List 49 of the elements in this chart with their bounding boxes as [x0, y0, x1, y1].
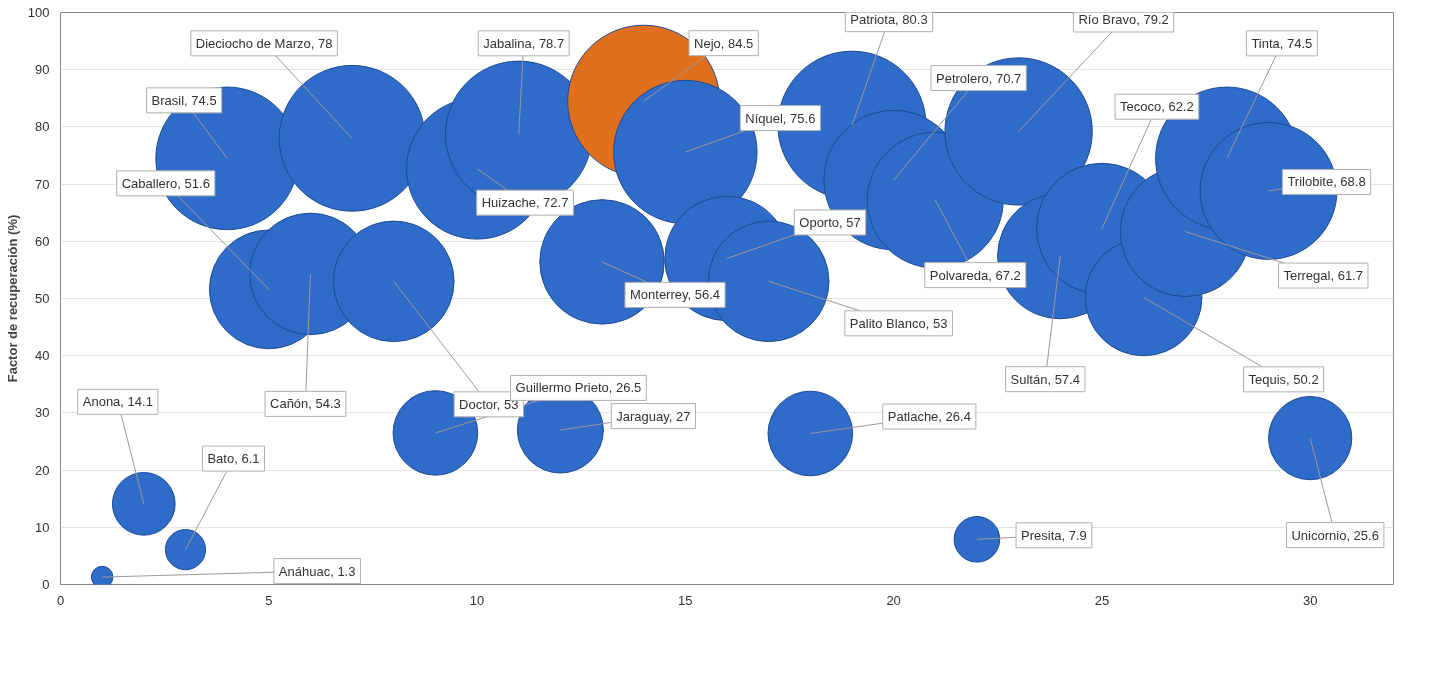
y-tick-label: 70 [35, 176, 50, 192]
data-label: Anáhuac, 1.3 [278, 563, 356, 579]
x-tick-label: 20 [886, 592, 901, 608]
x-tick-label: 5 [265, 592, 273, 608]
data-label: Dieciocho de Marzo, 78 [195, 35, 333, 51]
data-label: Petrolero, 70.7 [935, 70, 1022, 86]
data-label: Huizache, 72.7 [481, 195, 569, 211]
data-label: Níquel, 75.6 [745, 110, 816, 126]
data-label: Cañón, 54.3 [270, 396, 341, 412]
y-tick-label: 30 [35, 405, 50, 421]
x-tick-label: 0 [56, 592, 65, 608]
data-label: Oporto, 57 [799, 214, 861, 230]
data-label: Patlache, 26.4 [887, 408, 971, 424]
data-label: Sultán, 57.4 [1010, 371, 1080, 387]
y-tick-label: 80 [35, 119, 50, 135]
data-label: Polvareda, 67.2 [929, 267, 1021, 283]
data-label: Río Bravo, 79.2 [1078, 11, 1169, 27]
y-axis-title: Factor de recuperación (%) [4, 214, 20, 383]
data-label: Guillermo Prieto, 26.5 [515, 380, 642, 396]
data-label: Trilobite, 68.8 [1287, 174, 1366, 190]
data-label: Brasil, 74.5 [151, 92, 217, 108]
y-tick-label: 90 [35, 62, 50, 78]
data-label: Anona, 14.1 [82, 394, 153, 410]
data-label: Caballero, 51.6 [121, 175, 210, 191]
y-tick-label: 10 [35, 519, 50, 535]
y-tick-label: 60 [35, 233, 50, 249]
data-label: Jabalina, 78.7 [483, 35, 565, 51]
data-label: Presita, 7.9 [1021, 527, 1087, 543]
data-label: Tinta, 74.5 [1251, 35, 1313, 51]
x-tick-label: 30 [1302, 592, 1318, 608]
x-tick-label: 25 [1094, 592, 1110, 608]
x-tick-label: 10 [469, 592, 485, 608]
y-tick-label: 50 [35, 291, 50, 306]
data-label: Tecoco, 62.2 [1120, 99, 1194, 115]
data-label: Tequis, 50.2 [1248, 371, 1319, 387]
data-label: Monterrey, 56.4 [629, 287, 721, 303]
y-tick-label: 40 [35, 348, 50, 364]
data-label: Palito Blanco, 53 [849, 315, 948, 331]
data-label: Doctor, 53 [459, 396, 519, 412]
data-label: Jaraguay, 27 [616, 408, 691, 424]
y-tick-label: 20 [35, 462, 50, 478]
data-label: Bato, 6.1 [207, 451, 260, 467]
data-label: Unicornio, 25.6 [1291, 527, 1379, 543]
x-tick-label: 15 [678, 592, 693, 608]
data-label: Terregal, 61.7 [1283, 268, 1363, 284]
data-label: Patriota, 80.3 [850, 11, 928, 27]
y-tick-label: 0 [42, 577, 50, 592]
data-label: Nejo, 84.5 [694, 35, 754, 51]
y-tick-label: 100 [27, 5, 50, 20]
